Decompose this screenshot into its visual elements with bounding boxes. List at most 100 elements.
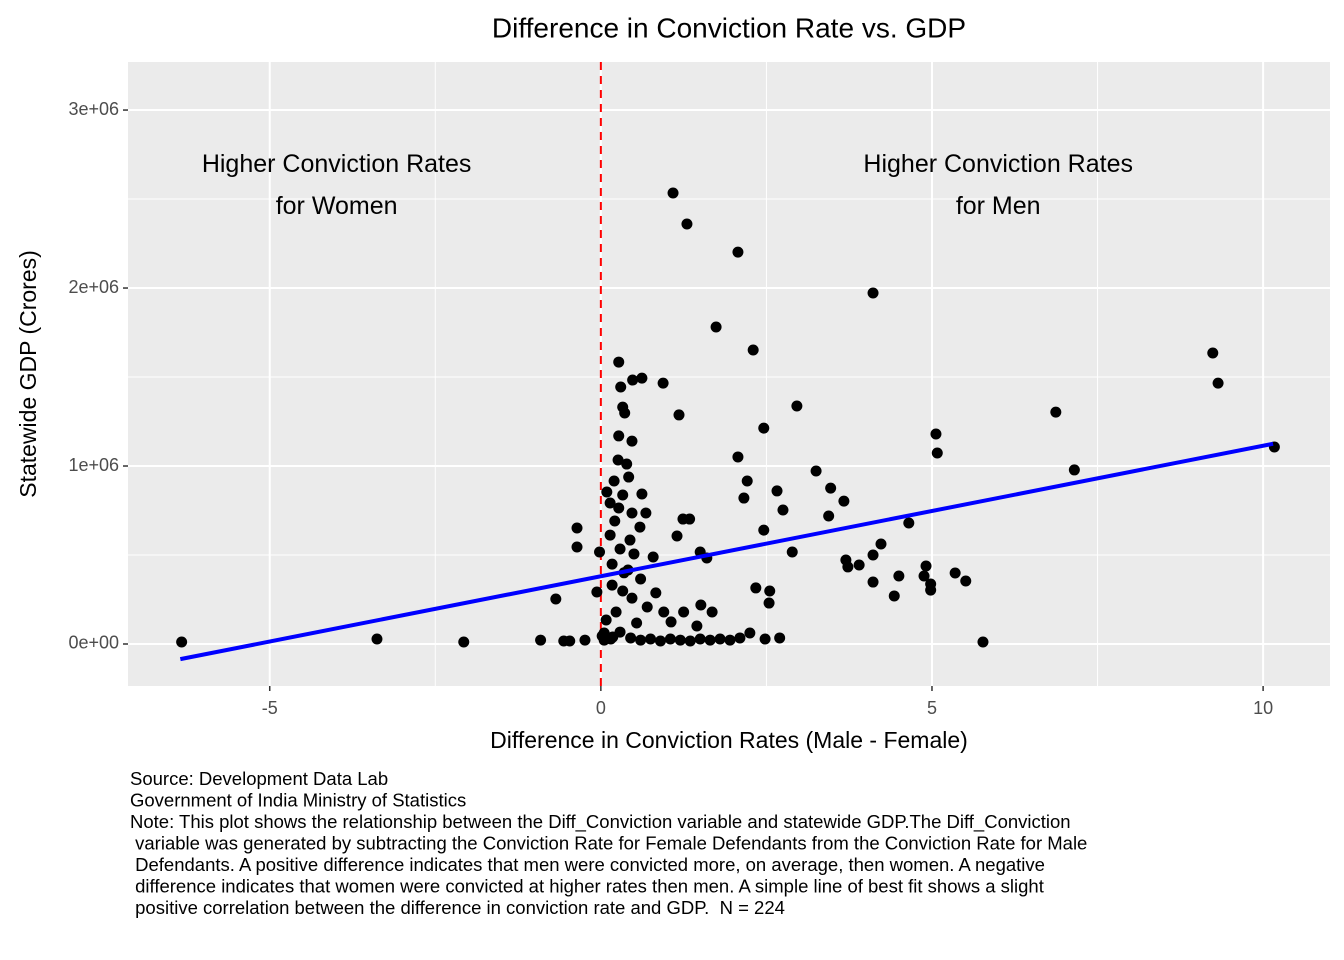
data-point [684,513,696,525]
data-point [960,575,972,587]
data-point [641,601,653,613]
data-point [535,634,547,646]
data-point [613,502,625,514]
data-point [621,458,633,470]
data-point [628,548,640,560]
data-point [606,558,618,570]
data-point [925,584,937,596]
data-point [635,634,647,646]
data-point [1207,347,1219,359]
y-tick-label: 3e+06 [68,99,119,119]
fit-line [179,441,1274,662]
data-point [571,522,583,534]
data-point [764,585,776,597]
data-point [626,435,638,447]
data-point [615,381,627,393]
data-point [634,521,646,533]
data-point [842,561,854,573]
data-point [673,409,685,421]
data-point [977,636,989,648]
data-point [825,482,837,494]
data-point [564,635,576,647]
x-tick-label: 5 [927,698,937,718]
caption-line: difference indicates that women were con… [130,875,1044,896]
data-point [610,606,622,618]
data-point [550,593,562,605]
x-tick-label: 10 [1253,698,1273,718]
caption-line: Source: Development Data Lab [130,768,388,789]
y-axis-title: Statewide GDP (Crores) [15,250,41,498]
data-point [623,471,635,483]
data-point [741,475,753,487]
data-point [657,377,669,389]
data-point [654,635,666,647]
data-point [579,634,591,646]
caption-line: Government of India Ministry of Statisti… [130,789,466,810]
data-point [613,356,625,368]
data-point [624,534,636,546]
data-point [930,428,942,440]
data-point [596,630,608,642]
data-point [786,546,798,558]
data-point [176,636,188,648]
data-point [691,620,703,632]
annotation: Higher Conviction Rates [202,150,472,178]
data-point [823,510,835,522]
data-point [625,632,637,644]
data-point [867,549,879,561]
data-point [810,465,822,477]
data-point [744,627,756,639]
data-point [664,633,676,645]
data-point [626,592,638,604]
annotation: for Men [956,192,1041,220]
data-point [645,633,657,645]
data-point [1212,377,1224,389]
data-point [604,497,616,509]
caption-line: Defendants. A positive difference indica… [130,854,1045,875]
data-point [949,567,961,579]
data-point [658,606,670,618]
data-point [771,485,783,497]
y-tick-label: 1e+06 [68,455,119,475]
caption-line: Note: This plot shows the relationship b… [130,811,1071,833]
data-point [608,475,620,487]
data-point [612,454,624,466]
data-point [571,541,583,553]
data-point [774,632,786,644]
data-point [763,597,775,609]
data-point [758,422,770,434]
y-tick-label: 2e+06 [68,277,119,297]
data-point [724,634,736,646]
data-point [918,570,930,582]
data-point [674,634,686,646]
data-point [732,451,744,463]
data-point [867,287,879,299]
data-point [678,606,690,618]
data-point [734,632,746,644]
data-point [605,633,617,645]
data-point [867,576,879,588]
data-point [888,590,900,602]
data-point [920,560,932,572]
data-point [636,372,648,384]
data-point [604,529,616,541]
data-point [684,635,696,647]
data-point [617,585,629,597]
data-point [613,430,625,442]
y-tick-label: 0e+00 [68,633,119,653]
data-point [606,579,618,591]
data-point [671,530,683,542]
data-point [635,573,647,585]
data-point [594,546,606,558]
data-point [617,489,629,501]
data-point [694,633,706,645]
x-tick-label: 0 [596,698,606,718]
data-point [747,344,759,356]
data-point [903,517,915,529]
chart-title: Difference in Conviction Rate vs. GDP [492,12,966,43]
caption-line: variable was generated by subtracting th… [130,832,1087,853]
data-point [714,633,726,645]
data-point [791,400,803,412]
plot-panel [128,62,1330,686]
